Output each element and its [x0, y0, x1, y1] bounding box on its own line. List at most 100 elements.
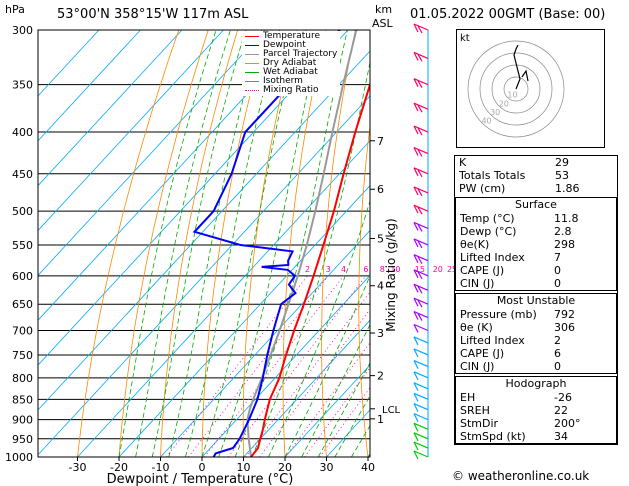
indices-panel: K 29 Totals Totals 53 PW (cm) 1.86 Surface Te…: [454, 155, 618, 445]
mixing-ratio-label: 2: [305, 265, 310, 274]
legend-swatch: [245, 81, 259, 82]
hodograph-trace: [513, 44, 521, 90]
index-value: 6: [554, 347, 561, 360]
index-name: Temp (°C): [460, 212, 515, 225]
isotherm-line: [38, 50, 370, 411]
index-value: 34: [554, 430, 568, 443]
wind-barb-flag: [417, 313, 423, 321]
hodograph-ring-label: 40: [481, 117, 491, 126]
wet-adiabat-line: [234, 30, 348, 457]
wind-barb: [413, 146, 429, 155]
wind-barb: [413, 422, 429, 430]
index-value: 1.86: [555, 182, 580, 195]
wind-barb: [413, 392, 429, 400]
location-title: 53°00'N 358°15'W 117m ASL: [57, 7, 249, 22]
legend-entry: Mixing Ratio: [245, 86, 337, 95]
hodograph-ring-label: 30: [490, 108, 500, 117]
wind-barb-flag: [417, 240, 423, 249]
wind-barb-flag: [413, 238, 419, 248]
wind-barb: [413, 348, 429, 356]
x-tick-label: -20: [110, 461, 128, 474]
wind-barb-flag: [413, 254, 419, 264]
hodograph-ring-label: 10: [507, 91, 517, 100]
wind-barb: [413, 297, 429, 305]
wind-barb-flag: [417, 25, 423, 34]
x-tick-label: 20: [278, 461, 292, 474]
wet-adiabat-line: [135, 30, 231, 457]
wind-barb-flag: [413, 284, 419, 293]
wind-barb: [413, 23, 429, 31]
wind-barb: [413, 102, 429, 110]
index-name: Dewp (°C): [460, 225, 517, 238]
mixing-ratio-label: 20: [433, 265, 443, 274]
wind-barb-flag: [417, 80, 423, 88]
legend-label: Temperature: [263, 31, 321, 41]
pressure-unit-label: hPa: [5, 3, 25, 16]
wet-adiabat-line: [334, 395, 370, 457]
wind-barb-flag: [417, 104, 423, 113]
km-tick-label: 4: [377, 280, 384, 293]
isotherm-line: [38, 30, 183, 187]
index-name: CAPE (J): [460, 347, 505, 360]
wind-barb-flag: [413, 23, 419, 33]
dry-adiabat-line: [282, 30, 327, 457]
index-row: K 29: [455, 156, 617, 169]
index-row: CIN (J) 0: [456, 360, 616, 373]
index-value: 0: [554, 277, 561, 290]
index-name: SREH: [460, 404, 490, 417]
mixing-ratio-label: 10: [390, 265, 400, 274]
isotherm-line: [243, 319, 370, 457]
index-name: PW (cm): [459, 182, 506, 195]
wind-barb-flag: [413, 78, 419, 87]
index-name: θe (K): [460, 321, 493, 334]
mixing-ratio-label: 4: [341, 265, 346, 274]
legend-label: Dewpoint: [263, 40, 306, 50]
index-row: PW (cm) 1.86: [455, 182, 617, 195]
hodograph-ring: [479, 52, 553, 126]
legend-label: Mixing Ratio: [263, 85, 319, 95]
wind-barb-flag: [417, 286, 423, 294]
wind-barb-flag: [417, 224, 423, 232]
mixing-ratio-label: 3: [326, 265, 331, 274]
wind-barb-flag: [413, 324, 419, 333]
mixing-ratio-line: [166, 275, 308, 457]
wind-barb: [413, 78, 429, 86]
dry-adiabat-line: [160, 30, 238, 457]
wind-barb-flag: [413, 450, 419, 460]
mixing-ratio-label: 15: [415, 265, 425, 274]
km-tick-label: 7: [377, 135, 384, 148]
legend: Temperature Dewpoint Parcel Trajectory Dry …: [242, 31, 341, 96]
mixing-ratio-label: 8: [380, 265, 385, 274]
legend-swatch: [245, 72, 259, 73]
wind-barb-flag: [413, 413, 419, 422]
legend-swatch: [245, 90, 259, 91]
index-name: θe(K): [460, 238, 490, 251]
wet-adiabat-line: [251, 60, 370, 457]
hodograph-section: Hodograph EH -26 SREH 22 StmDir 200° StmSpd (k…: [455, 376, 617, 444]
wind-barb-flag: [413, 125, 419, 135]
dry-adiabat-line: [358, 123, 370, 457]
index-value: 306: [554, 321, 575, 334]
legend-entry: Dry Adiabat: [245, 59, 337, 68]
dewpoint-line: [192, 30, 341, 457]
wind-barb-flag: [413, 393, 419, 402]
asl-unit-label: ASL: [372, 17, 393, 30]
hodograph-unit-label: kt: [460, 33, 470, 44]
wind-barb-flag: [413, 360, 419, 369]
legend-swatch: [245, 54, 259, 55]
legend-label: Isotherm: [263, 76, 303, 86]
parcel-trajectory-line: [246, 30, 358, 457]
x-tick-label: 0: [199, 461, 206, 474]
index-row: StmDir 200°: [456, 417, 616, 430]
hodograph-title: Hodograph: [505, 377, 567, 390]
index-value: 22: [554, 404, 568, 417]
wind-barb-flag: [413, 147, 419, 156]
index-name: Lifted Index: [460, 251, 525, 264]
wind-barb-flag: [413, 423, 419, 432]
dry-adiabat-line: [118, 30, 209, 457]
wind-barb-flag: [413, 269, 419, 279]
wind-barb: [413, 51, 429, 59]
pressure-tick-label: 800: [12, 372, 33, 385]
index-name: CAPE (J): [460, 264, 505, 277]
